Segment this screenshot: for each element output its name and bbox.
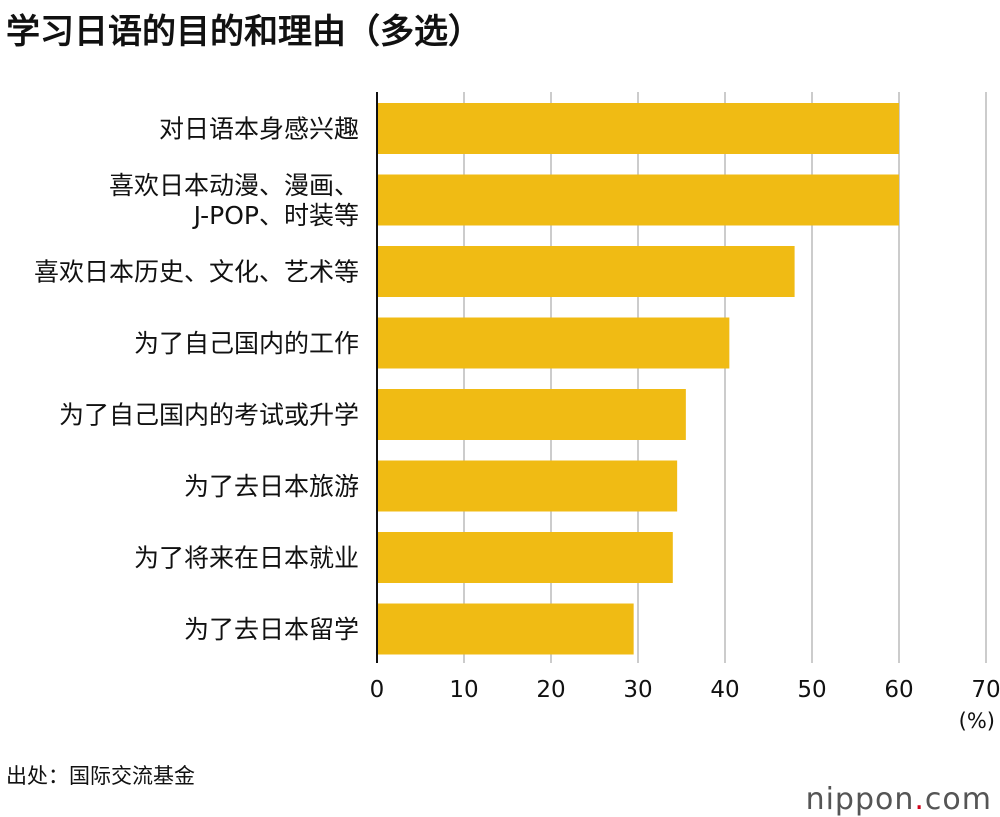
- category-label-1: 对日语本身感兴趣: [159, 115, 359, 144]
- x-tick-label-30: 30: [623, 677, 652, 703]
- nippon-logo: nippon.com: [806, 782, 992, 817]
- category-label-8: 为了去日本留学: [184, 615, 359, 644]
- x-tick-label-60: 60: [884, 677, 913, 703]
- bar-5: [377, 389, 686, 440]
- bar-3: [377, 246, 795, 297]
- category-label-5: 为了自己国内的考试或升学: [59, 401, 359, 430]
- x-tick-label-0: 0: [370, 677, 385, 703]
- bar-1: [377, 103, 899, 154]
- category-label-6: 为了去日本旅游: [184, 472, 359, 501]
- x-tick-label-20: 20: [536, 677, 565, 703]
- bar-chart: 对日语本身感兴趣喜欢日本动漫、漫画、J-POP、时装等喜欢日本历史、文化、艺术等…: [34, 92, 1000, 733]
- x-tick-label-70: 70: [971, 677, 1000, 703]
- category-label-2-line-2: J-POP、时装等: [192, 201, 359, 230]
- bar-7: [377, 532, 673, 583]
- x-tick-label-40: 40: [710, 677, 739, 703]
- x-tick-label-50: 50: [797, 677, 826, 703]
- x-tick-label-10: 10: [449, 677, 478, 703]
- x-axis-unit: (%): [959, 709, 995, 733]
- bar-2: [377, 174, 899, 226]
- category-label-4: 为了自己国内的工作: [134, 329, 359, 358]
- logo-name: nippon: [805, 782, 915, 817]
- category-label-7: 为了将来在日本就业: [134, 544, 359, 573]
- category-label-2-line-1: 喜欢日本动漫、漫画、: [109, 171, 359, 200]
- category-label-3: 喜欢日本历史、文化、艺术等: [34, 258, 359, 287]
- bar-8: [377, 603, 634, 655]
- bar-4: [377, 317, 730, 369]
- logo-tld: com: [924, 782, 992, 817]
- chart-title: 学习日语的目的和理由（多选）: [6, 12, 482, 52]
- source-note: 出处：国际交流基金: [6, 764, 195, 788]
- bar-6: [377, 460, 678, 512]
- logo-dot: .: [914, 782, 925, 817]
